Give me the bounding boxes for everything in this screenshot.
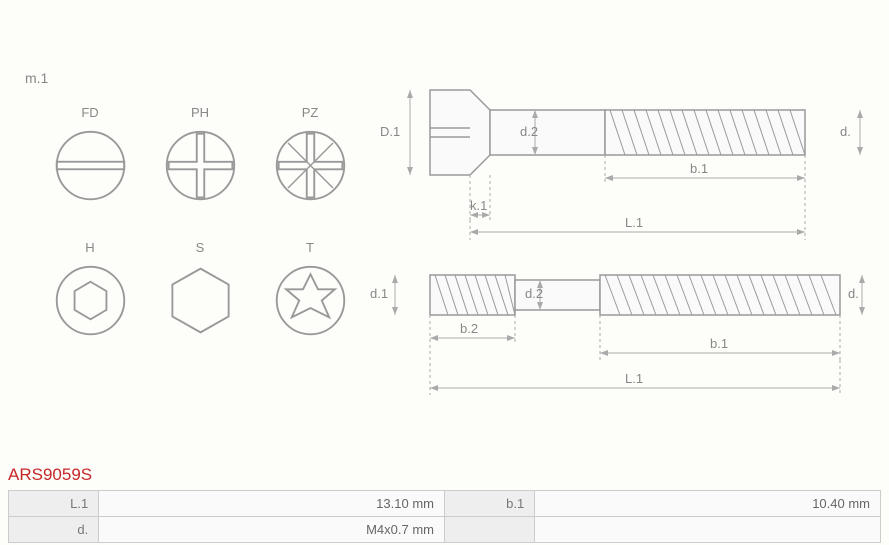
table-row: L.1 13.10 mm b.1 10.40 mm [9,491,881,517]
drive-label: PH [191,105,209,120]
phillips-icon [163,128,238,203]
drive-fd: FD [35,105,145,240]
screw-diagram: D.1 d.2 d. k.1 b.1 L.1 d.1 d.2 d. b.2 b.… [370,60,870,420]
spec-value: 13.10 mm [99,491,445,517]
spec-table: L.1 13.10 mm b.1 10.40 mm d. M4x0.7 mm [8,490,881,543]
dim-d1b: d.1 [370,286,388,301]
dim-d2: d.2 [520,124,538,139]
dim-k1: k.1 [470,198,487,213]
drive-h: H [35,240,145,375]
section-label: m.1 [25,70,48,86]
hex-socket-icon [53,263,128,338]
hex-head-icon [163,263,238,338]
dim-b1: b.1 [690,161,708,176]
drive-pz: PZ [255,105,365,240]
spec-label: d. [9,517,99,543]
drive-t: T [255,240,365,375]
dim-b2: b.2 [460,321,478,336]
drive-label: PZ [302,105,319,120]
drive-type-icons: FD PH PZ H S T [35,105,365,375]
dim-d2b: d.2 [525,286,543,301]
drive-label: S [196,240,205,255]
part-number: ARS9059S [8,465,92,485]
spec-value: 10.40 mm [535,491,881,517]
drive-label: FD [81,105,98,120]
flat-drive-icon [53,128,128,203]
drive-label: T [306,240,314,255]
drive-s: S [145,240,255,375]
spec-label [444,517,534,543]
dim-D1: D.1 [380,124,400,139]
spec-label: b.1 [444,491,534,517]
drive-label: H [85,240,94,255]
dim-L1b: L.1 [625,371,643,386]
spec-label: L.1 [9,491,99,517]
pozidriv-icon [273,128,348,203]
dim-d: d. [840,124,851,139]
dim-b1b: b.1 [710,336,728,351]
table-row: d. M4x0.7 mm [9,517,881,543]
dim-db: d. [848,286,859,301]
spec-value [535,517,881,543]
drive-ph: PH [145,105,255,240]
spec-value: M4x0.7 mm [99,517,445,543]
dim-L1: L.1 [625,215,643,230]
torx-icon [273,263,348,338]
